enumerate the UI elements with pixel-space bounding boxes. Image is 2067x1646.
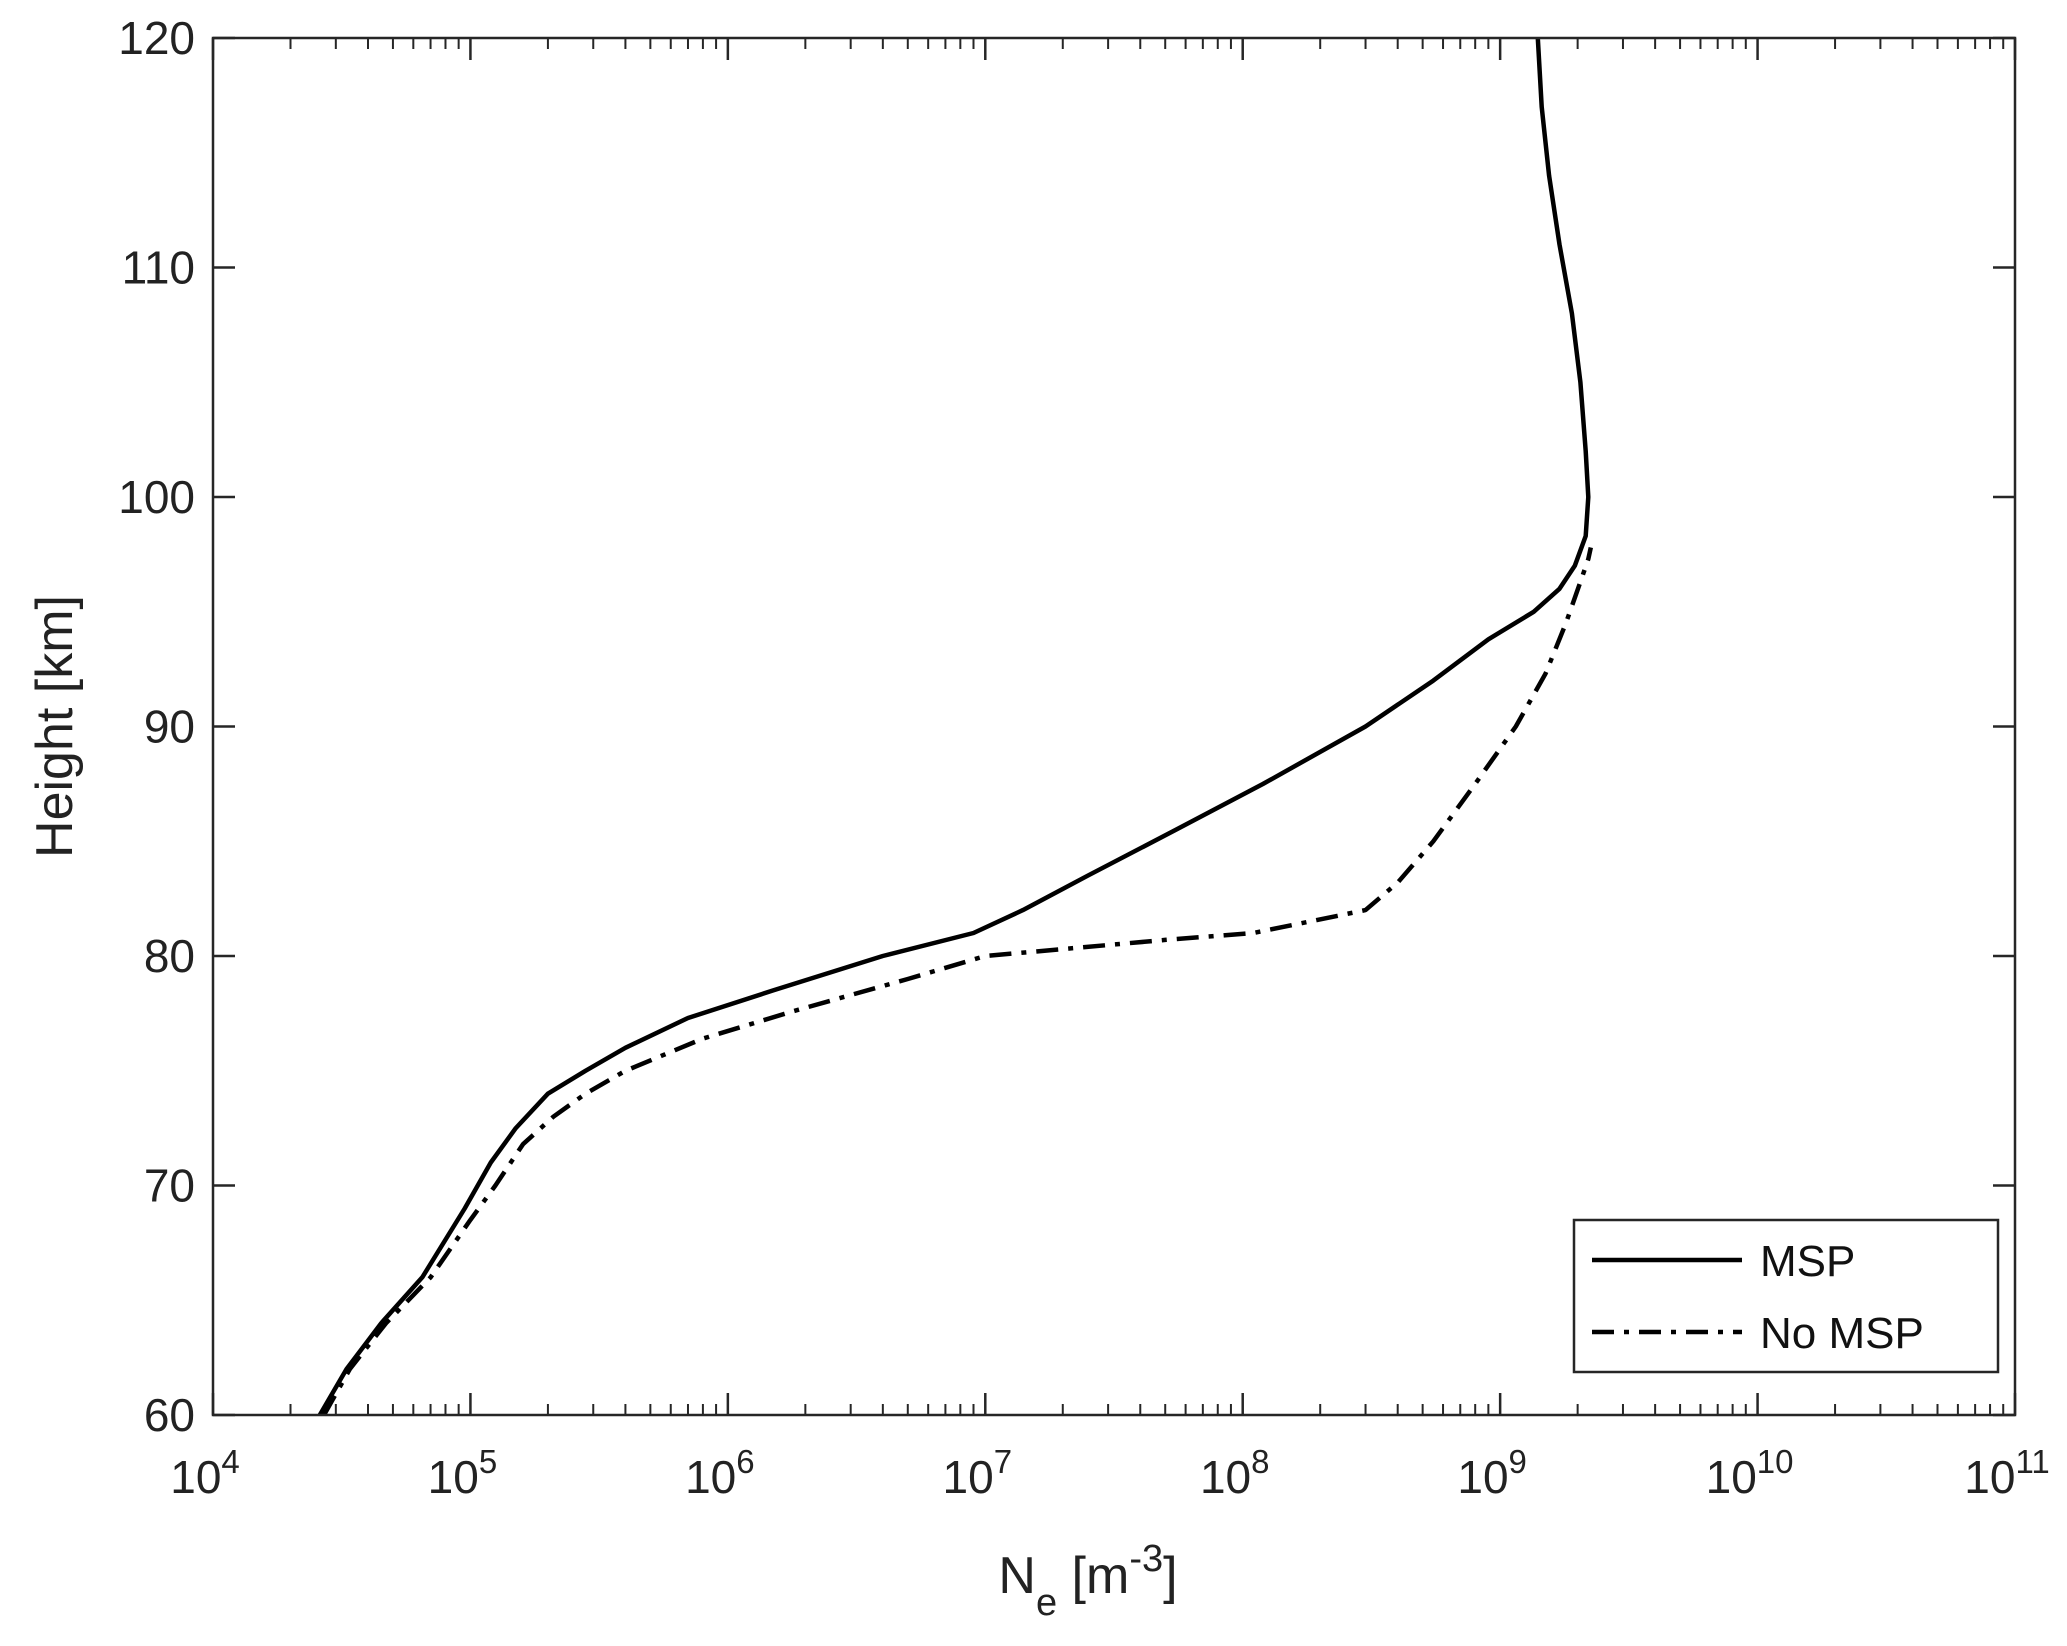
x-tick-exponent: 5 — [479, 1443, 497, 1480]
x-tick-label: 1011 — [1964, 1443, 2049, 1503]
x-tick-exponent: 4 — [221, 1443, 239, 1480]
legend-label-no-msp: No MSP — [1760, 1309, 1924, 1358]
y-axis: 60 70 80 90 100 110 120 — [118, 12, 2015, 1441]
legend-label-msp: MSP — [1760, 1237, 1855, 1286]
x-tick-exponent: 11 — [2015, 1443, 2049, 1480]
y-axis-label: Height [km] — [26, 595, 84, 858]
x-axis-label: Ne [m-3] — [998, 1538, 1177, 1624]
series-line-msp — [317, 37, 1591, 1417]
x-tick-base: 10 — [685, 1451, 736, 1503]
x-tick-base: 10 — [1964, 1451, 2015, 1503]
x-axis-label-base: N — [998, 1547, 1036, 1605]
legend-box — [1572, 1218, 2000, 1374]
x-tick-label: 107 — [943, 1443, 1013, 1503]
x-axis-label-exponent: -3 — [1129, 1538, 1163, 1580]
x-tick-label: 108 — [1200, 1443, 1270, 1503]
x-tick-exponent: 9 — [1509, 1443, 1527, 1480]
x-tick-base: 10 — [170, 1451, 221, 1503]
y-tick-label: 110 — [122, 242, 195, 294]
x-tick-label: 109 — [1457, 1443, 1527, 1503]
y-tick-label: 90 — [144, 701, 195, 753]
x-tick-base: 10 — [428, 1451, 479, 1503]
y-tick-label: 120 — [118, 12, 195, 64]
x-axis-label-unit: [m — [1057, 1547, 1129, 1605]
x-tick-base: 10 — [943, 1451, 994, 1503]
x-tick-label: 1010 — [1706, 1443, 1794, 1503]
y-tick-label: 60 — [144, 1389, 195, 1441]
x-tick-base: 10 — [1706, 1451, 1757, 1503]
x-tick-label: 106 — [685, 1443, 755, 1503]
y-tick-label: 80 — [144, 930, 195, 982]
x-axis: 104 105 106 107 108 109 1010 1011 — [170, 38, 2050, 1503]
x-tick-exponent: 7 — [994, 1443, 1012, 1480]
x-tick-base: 10 — [1457, 1451, 1508, 1503]
x-tick-exponent: 10 — [1757, 1443, 1794, 1480]
x-tick-exponent: 8 — [1251, 1443, 1269, 1480]
x-axis-label-subscript: e — [1036, 1582, 1057, 1624]
y-tick-label: 70 — [144, 1160, 195, 1212]
x-tick-label: 104 — [170, 1443, 240, 1503]
legend: MSP No MSP — [1572, 1218, 2000, 1374]
plot-area — [317, 37, 1593, 1417]
x-tick-exponent: 6 — [736, 1443, 754, 1480]
y-tick-label: 100 — [118, 471, 195, 523]
x-axis-label-close: ] — [1163, 1547, 1177, 1605]
x-tick-base: 10 — [1200, 1451, 1251, 1503]
x-tick-label: 105 — [428, 1443, 498, 1503]
